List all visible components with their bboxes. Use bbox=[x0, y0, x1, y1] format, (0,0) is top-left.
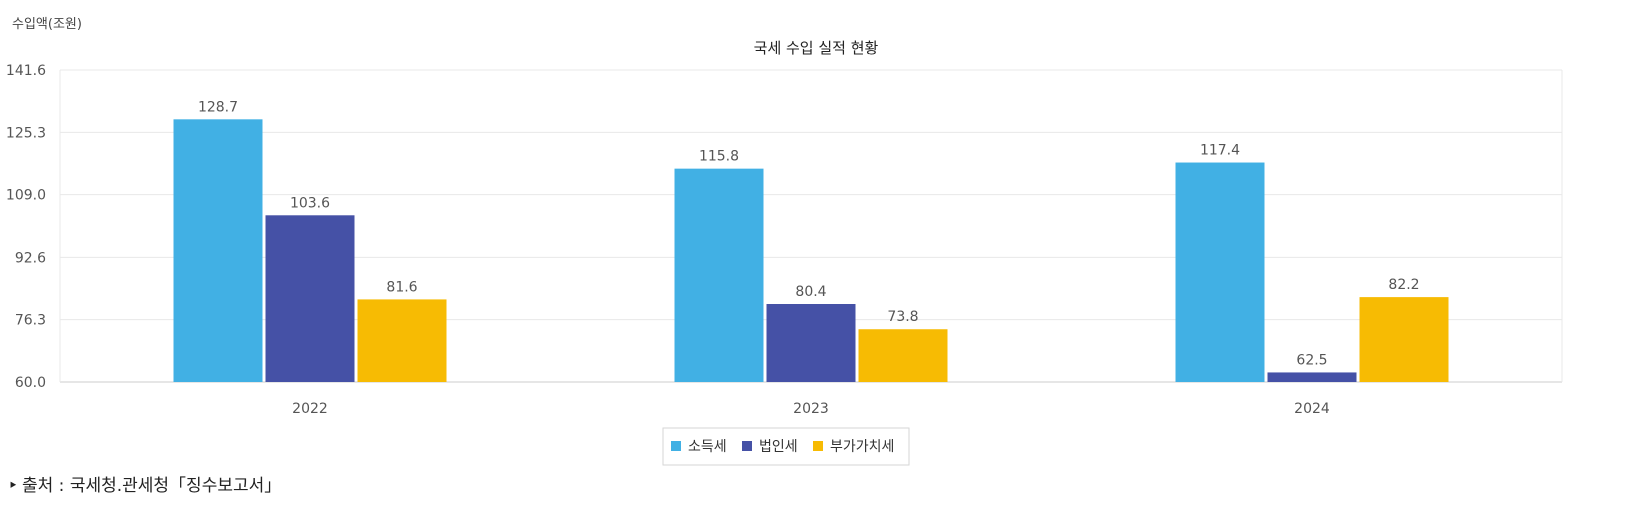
legend-box bbox=[662, 427, 910, 466]
bar bbox=[1359, 297, 1449, 382]
x-tick-label: 2024 bbox=[1294, 401, 1330, 417]
y-tick-label: 125.3 bbox=[6, 125, 46, 141]
bar bbox=[1175, 162, 1265, 382]
legend-label: 법인세 bbox=[759, 439, 798, 455]
y-axis-ticks: 60.0 76.3 92.6 109.0 125.3 141.6 bbox=[6, 63, 46, 391]
data-label: 103.6 bbox=[290, 195, 330, 211]
data-label: 81.6 bbox=[386, 279, 417, 295]
bar bbox=[858, 329, 948, 382]
bar bbox=[766, 304, 856, 382]
bar bbox=[674, 168, 764, 382]
y-tick-label: 76.3 bbox=[15, 313, 46, 329]
data-label: 80.4 bbox=[795, 284, 826, 300]
bar bbox=[265, 215, 355, 382]
bar bbox=[357, 299, 447, 382]
data-labels: 128.7 103.6 81.6 115.8 80.4 73.8 117.4 62.5 82.2 bbox=[198, 99, 1420, 368]
y-tick-label: 141.6 bbox=[6, 63, 46, 79]
bars bbox=[173, 119, 1449, 382]
legend: 소득세 법인세 부가가치세 bbox=[662, 427, 910, 466]
x-tick-label: 2022 bbox=[292, 401, 328, 417]
y-tick-label: 109.0 bbox=[6, 188, 46, 204]
bar bbox=[1267, 372, 1357, 382]
data-label: 117.4 bbox=[1200, 143, 1240, 159]
data-label: 128.7 bbox=[198, 99, 238, 115]
x-tick-label: 2023 bbox=[793, 401, 829, 417]
legend-label: 소득세 bbox=[688, 439, 727, 455]
source-note: ‣ 출처 : 국세청.관세청「징수보고서」 bbox=[8, 476, 281, 496]
bar bbox=[173, 119, 263, 382]
data-label: 115.8 bbox=[699, 149, 739, 165]
legend-swatch bbox=[671, 441, 681, 451]
data-label: 82.2 bbox=[1388, 277, 1419, 293]
y-tick-label: 92.6 bbox=[15, 250, 46, 266]
y-tick-label: 60.0 bbox=[15, 375, 46, 391]
data-label: 73.8 bbox=[887, 309, 918, 325]
data-label: 62.5 bbox=[1296, 352, 1327, 368]
y-axis-label: 수입액(조원) bbox=[12, 17, 82, 32]
source-marker: ‣ bbox=[8, 476, 18, 496]
legend-swatch bbox=[742, 441, 752, 451]
chart-title: 국세 수입 실적 현황 bbox=[754, 39, 879, 57]
legend-label: 부가가치세 bbox=[830, 439, 894, 455]
source-text: 출처 : 국세청.관세청「징수보고서」 bbox=[22, 476, 281, 496]
legend-swatch bbox=[813, 441, 823, 451]
x-axis-ticks: 2022 2023 2024 bbox=[292, 401, 1330, 417]
